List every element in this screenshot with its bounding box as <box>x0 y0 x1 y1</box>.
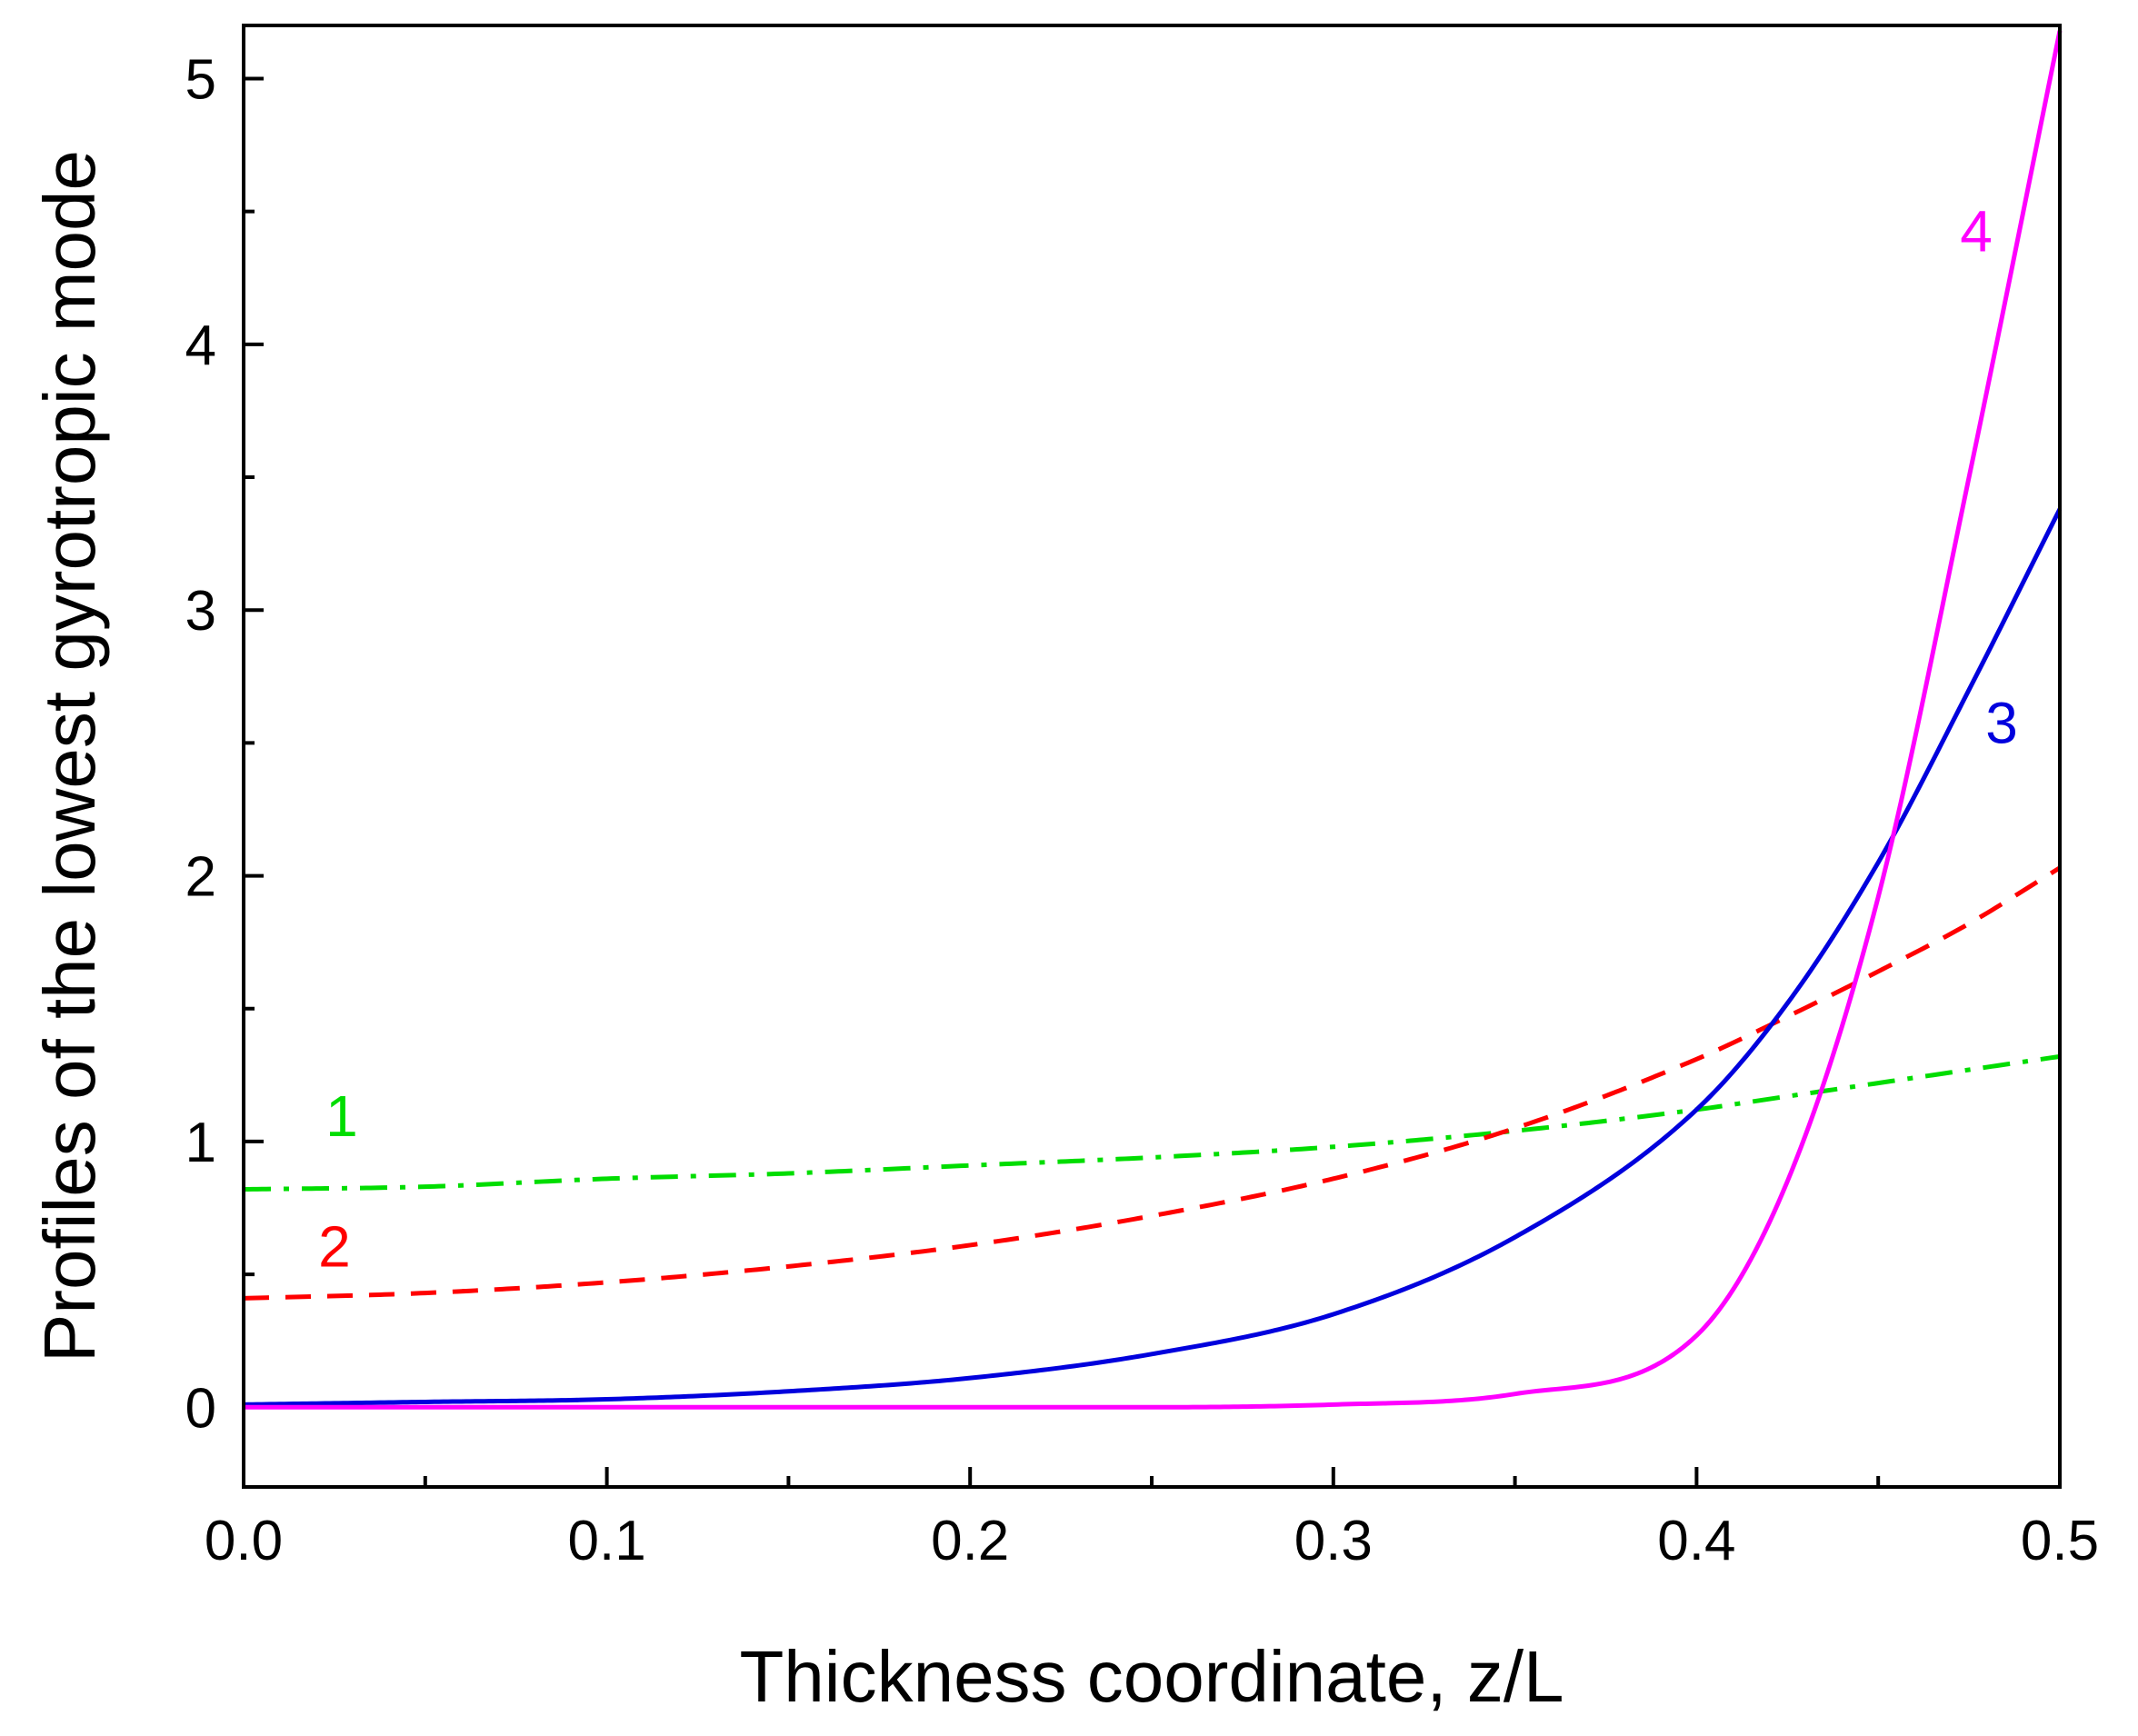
curve-labels: 1 2 3 4 <box>318 199 2018 1280</box>
y-axis-title: Profiles of the lowest gyrotropic mode <box>29 150 110 1362</box>
curve-label-1: 1 <box>325 1083 358 1149</box>
curve-label-3: 3 <box>1985 690 2018 755</box>
x-tick-label: 0.4 <box>1657 1510 1735 1572</box>
series-4-line <box>244 30 2063 1410</box>
series-3-line <box>243 507 2063 1407</box>
curve-label-4: 4 <box>1960 199 1993 264</box>
x-tick-label: 0.0 <box>205 1510 283 1572</box>
x-tick-label: 0.5 <box>2021 1510 2099 1572</box>
x-tick-label: 0.2 <box>931 1510 1009 1572</box>
y-axis-ticks: 0 1 2 3 4 5 <box>185 48 264 1440</box>
series-2-line <box>243 865 2062 1301</box>
x-axis-ticks: 0.0 0.1 0.2 0.3 0.4 0.5 <box>205 1467 2099 1572</box>
series-group <box>243 30 2063 1410</box>
x-axis-title: Thickness coordinate, z/L <box>739 1636 1564 1717</box>
y-tick-label: 0 <box>185 1377 216 1440</box>
curve-label-2: 2 <box>318 1213 351 1279</box>
y-tick-label: 2 <box>185 846 216 909</box>
x-tick-label: 0.1 <box>567 1510 645 1572</box>
y-tick-label: 4 <box>185 314 216 377</box>
x-tick-label: 0.3 <box>1294 1510 1373 1572</box>
y-tick-label: 3 <box>185 580 216 643</box>
y-tick-label: 5 <box>185 48 216 111</box>
plot-frame <box>242 24 2062 1489</box>
y-tick-label: 1 <box>185 1112 216 1174</box>
series-1-line <box>243 1053 2061 1192</box>
